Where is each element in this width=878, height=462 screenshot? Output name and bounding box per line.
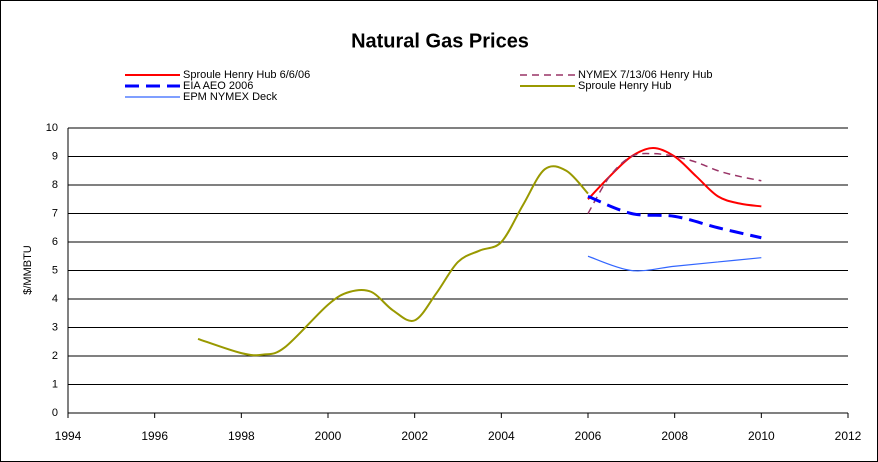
series-line — [587, 146, 762, 208]
y-tick-label: 3 — [52, 321, 58, 333]
y-axis-label: $/MMBTU — [22, 245, 34, 295]
x-tick-label: 1996 — [141, 429, 168, 443]
y-tick-label: 2 — [52, 350, 58, 362]
y-tick-label: 1 — [52, 378, 58, 390]
legend-label: Sproule Henry Hub 6/6/06 — [183, 69, 310, 81]
legend-label: EIA AEO 2006 — [183, 80, 253, 92]
y-tick-label: 4 — [52, 293, 58, 305]
x-tick-label: 2002 — [401, 429, 428, 443]
x-tick-label: 2012 — [835, 429, 862, 443]
series-line — [587, 195, 762, 240]
legend-label: EPM NYMEX Deck — [183, 91, 278, 103]
y-tick-label: 6 — [52, 236, 58, 248]
y-tick-label: 7 — [52, 207, 58, 219]
x-tick-label: 2010 — [748, 429, 775, 443]
y-tick-label: 0 — [52, 407, 58, 419]
x-tick-label: 1998 — [228, 429, 255, 443]
series-line — [587, 255, 762, 272]
y-tick-label: 5 — [52, 264, 58, 276]
x-tick-label: 2008 — [661, 429, 688, 443]
x-tick-label: 2004 — [488, 429, 515, 443]
legend-label: NYMEX 7/13/06 Henry Hub — [578, 69, 713, 81]
y-tick-label: 10 — [46, 122, 58, 134]
x-tick-label: 2000 — [315, 429, 342, 443]
legend-label: Sproule Henry Hub — [578, 80, 672, 92]
x-tick-label: 1994 — [55, 429, 82, 443]
series-line — [197, 165, 589, 357]
chart-title: Natural Gas Prices — [351, 30, 529, 52]
series-line — [587, 152, 762, 214]
y-tick-label: 9 — [52, 150, 58, 162]
y-tick-label: 8 — [52, 179, 58, 191]
x-tick-label: 2006 — [575, 429, 602, 443]
